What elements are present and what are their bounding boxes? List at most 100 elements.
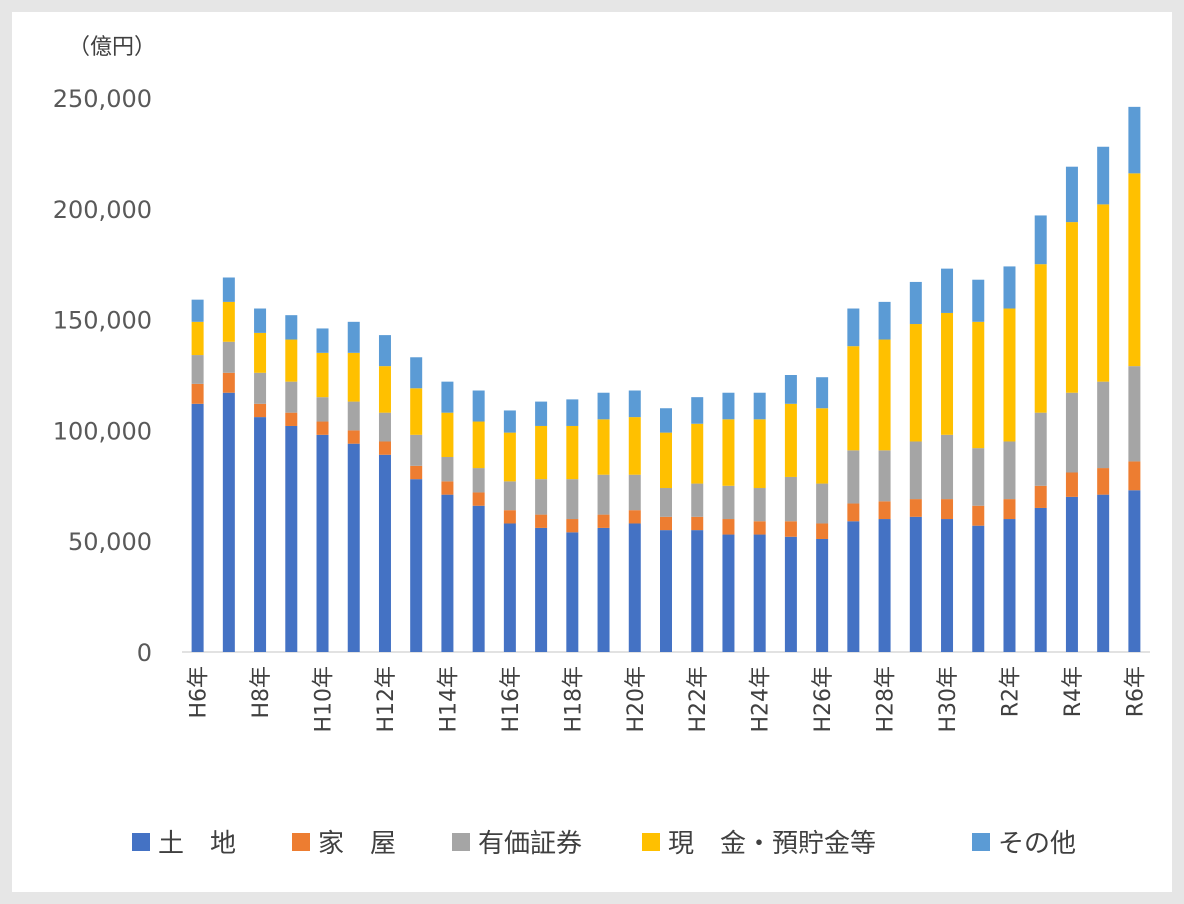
- bar-segment-2: [878, 501, 891, 520]
- bar-segment-3: [660, 488, 672, 517]
- legend-swatch: [132, 833, 150, 851]
- bar-segment-4: [972, 321, 985, 449]
- y-tick-label: 150,000: [53, 307, 152, 335]
- bar-segment-3: [816, 483, 829, 524]
- x-tick-label: R4年: [1061, 666, 1086, 717]
- bar-segment-2: [285, 412, 298, 426]
- bar-segment-2: [941, 499, 954, 520]
- bar-segment-2: [191, 383, 204, 404]
- bar-segment-4: [597, 419, 610, 475]
- bar-segment-5: [1034, 215, 1047, 265]
- bar-segment-5: [285, 315, 298, 340]
- legend-swatch: [292, 833, 310, 851]
- bar-segment-3: [1003, 441, 1016, 500]
- bar-segment-4: [847, 346, 860, 451]
- bar-segment-3: [378, 412, 391, 442]
- bar-segment-5: [941, 268, 954, 313]
- bar-segment-5: [972, 279, 985, 322]
- bar-segment-1: [1097, 494, 1110, 652]
- bar-segment-5: [691, 397, 704, 424]
- bar-segment-2: [222, 372, 235, 393]
- x-tick-label: H20年: [624, 666, 649, 733]
- bar-segment-2: [847, 503, 860, 522]
- bar-segment-2: [972, 505, 985, 526]
- bar-segment-3: [1097, 381, 1110, 469]
- bar-segment-1: [441, 494, 454, 652]
- bar-segment-3: [1034, 412, 1047, 486]
- bar-segment-5: [660, 408, 672, 433]
- bar-segment-2: [347, 430, 360, 444]
- bar-segment-2: [535, 514, 548, 528]
- legend: 土 地 家 屋 有価証券 現 金・預貯金等 その他: [132, 829, 1076, 859]
- bar-segment-1: [909, 516, 922, 652]
- bar-segment-4: [503, 432, 516, 482]
- chart-card: （億円） 0 50,000 100,000 150,000 200,000 250,000…: [12, 12, 1172, 892]
- bar-segment-1: [1065, 496, 1078, 652]
- bar-segment-2: [691, 516, 704, 531]
- x-tick-label: H16年: [499, 666, 524, 733]
- bar-segment-4: [378, 366, 391, 413]
- bar-segment-1: [222, 392, 235, 652]
- bar-segment-5: [191, 299, 204, 322]
- bar-segment-5: [566, 399, 579, 426]
- bar-segment-1: [660, 530, 672, 652]
- bar-segment-2: [410, 465, 423, 480]
- bar-segment-2: [1065, 472, 1078, 497]
- bar-segment-3: [941, 434, 954, 500]
- x-tick-label: H18年: [561, 666, 586, 733]
- bar-segment-1: [378, 454, 391, 652]
- bar-segment-1: [503, 523, 516, 652]
- bar-segment-5: [1065, 166, 1078, 223]
- legend-label: 家 屋: [318, 829, 396, 859]
- bar-segment-4: [222, 301, 235, 342]
- legend-swatch: [972, 833, 990, 851]
- bar-segment-4: [753, 419, 766, 489]
- bar-segment-1: [878, 519, 891, 652]
- bar-segment-1: [691, 530, 704, 652]
- bar-segment-2: [909, 499, 922, 517]
- bar-segment-5: [847, 308, 860, 347]
- legend-swatch: [642, 833, 660, 851]
- bar-segment-1: [753, 534, 766, 652]
- x-tick-label: H26年: [811, 666, 836, 733]
- x-tick-label: R6年: [1123, 666, 1148, 717]
- bar-segment-4: [347, 352, 360, 402]
- bar-segment-2: [316, 421, 329, 435]
- x-tick-label: H24年: [749, 666, 774, 733]
- bar-segment-1: [285, 425, 298, 652]
- bar-segment-5: [753, 392, 766, 420]
- bar-segment-1: [847, 521, 860, 652]
- bar-segment-4: [535, 425, 548, 480]
- bar-segment-3: [410, 434, 423, 466]
- bar-segment-2: [1128, 461, 1141, 491]
- bar-segment-5: [1097, 146, 1110, 205]
- bar-segment-5: [472, 390, 485, 422]
- bar-segment-2: [784, 521, 797, 537]
- bar-segment-4: [1003, 308, 1016, 442]
- bar-segment-2: [597, 514, 610, 528]
- bar-segment-3: [909, 441, 922, 500]
- bar-segment-5: [878, 301, 891, 340]
- bar-segment-4: [254, 332, 267, 373]
- bar-segment-3: [566, 479, 579, 520]
- bar-segment-5: [441, 381, 454, 413]
- bar-segment-1: [1003, 519, 1016, 652]
- bar-segment-2: [441, 481, 454, 495]
- bar-segment-4: [909, 324, 922, 442]
- bar-segment-2: [254, 403, 267, 418]
- bar-segment-1: [410, 479, 423, 652]
- legend-label: 現 金・預貯金等: [668, 829, 876, 859]
- y-axis-unit: （億円）: [68, 35, 156, 60]
- bar-segment-1: [1034, 507, 1047, 652]
- x-tick-label: H28年: [874, 666, 899, 733]
- bar-segment-5: [316, 328, 329, 353]
- bar-segment-4: [1128, 173, 1141, 367]
- bar-segment-5: [628, 390, 641, 418]
- bar-segment-3: [847, 450, 860, 504]
- bar-segment-5: [722, 392, 735, 420]
- bar-segment-2: [722, 519, 735, 535]
- bar-segment-3: [597, 474, 610, 515]
- bar-segment-1: [347, 443, 360, 652]
- bar-segment-1: [784, 536, 797, 652]
- bar-segment-3: [472, 468, 485, 493]
